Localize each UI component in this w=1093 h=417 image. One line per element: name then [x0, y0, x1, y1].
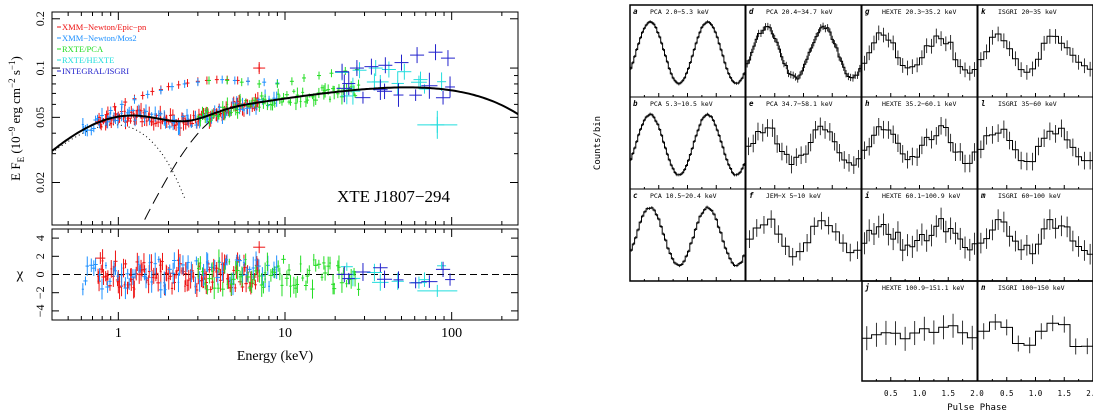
pulse-x-axis-label: Pulse Phase: [947, 403, 1007, 413]
residual-tick-label: 2: [33, 253, 47, 259]
pulse-panel-letter: e: [749, 99, 754, 108]
pulse-x-tick-label: 0.5: [884, 389, 898, 398]
residual-axis-label: χ: [16, 267, 24, 283]
comptonization-component-curve: [144, 86, 519, 220]
y-axis-label-part: s: [8, 70, 23, 78]
x-tick-label: 1: [115, 326, 122, 341]
total-model-curve: [51, 86, 519, 152]
y-axis-label-part: −1: [7, 61, 17, 71]
pulse-profile-histogram: [746, 218, 861, 258]
pulse-profile-histogram: [746, 25, 861, 80]
y-tick-label: 0.2: [33, 11, 47, 26]
pulse-panel-frame: [977, 96, 1093, 190]
y-axis-label-part: erg cm: [8, 88, 23, 127]
x-tick-label: 10: [278, 326, 292, 341]
pulse-profile-histogram: [862, 218, 977, 251]
pulse-panel-energy-label: HEXTE 20.3−35.2 keV: [882, 8, 956, 16]
pulse-x-tick-label: 2.0: [970, 389, 984, 398]
pulse-panel-letter: l: [981, 99, 986, 108]
pulse-x-tick-label: 2.0: [1086, 389, 1093, 398]
y-tick-label: 0.02: [33, 172, 47, 193]
pulse-panel-energy-label: ISGRI 35−60 keV: [998, 100, 1057, 108]
pulse-panel-energy-label: HEXTE 60.1−100.9 keV: [882, 192, 960, 200]
pulse-panel-letter: b: [633, 99, 638, 108]
pulse-x-tick-label: 1.5: [1057, 389, 1071, 398]
pulse-x-tick-label: 1.0: [913, 389, 927, 398]
pulse-profile-histogram: [978, 33, 1093, 73]
y-axis-label-part: E: [16, 156, 26, 162]
residual-tick-label: −2: [33, 286, 47, 299]
pulse-x-tick-label: 1.5: [941, 389, 955, 398]
y-axis-label-part: (10: [8, 136, 23, 157]
pulse-panel-energy-label: JEM−X 5−10 keV: [766, 192, 821, 200]
pulse-profile-histogram: [978, 219, 1093, 255]
pulse-panel-frame: [629, 188, 746, 282]
residual-tick-label: −4: [33, 305, 47, 318]
pulse-panel-energy-label: HEXTE 35.2−60.1 keV: [882, 100, 956, 108]
y-axis-label-part: E F: [8, 162, 23, 180]
pulse-panel-energy-label: ISGRI 20−35 keV: [998, 8, 1057, 16]
pulse-panel-frame: [745, 188, 862, 282]
y-tick-label: 0.1: [33, 61, 47, 76]
pulse-panel-letter: j: [864, 283, 870, 292]
legend-entry: INTEGRAL/ISGRI: [62, 66, 129, 76]
pulse-panel-frame: [977, 4, 1093, 98]
pulse-panel-frame: [861, 96, 978, 190]
pulse-panel-letter: k: [981, 7, 986, 16]
pulse-panel-energy-label: PCA 34.7−58.1 keV: [766, 100, 833, 108]
source-name-annotation: XTE J1807−294: [337, 187, 450, 206]
pulse-profile-histogram: [978, 321, 1093, 347]
pulse-panel-energy-label: PCA 10.5−20.4 keV: [650, 192, 717, 200]
pulse-panel-energy-label: PCA 5.3−10.5 keV: [650, 100, 713, 108]
pulse-panel-frame: [977, 188, 1093, 282]
pulse-panel-frame: [629, 96, 746, 190]
y-axis-label-part: −2: [7, 78, 17, 88]
y-axis-label-part: −9: [7, 126, 17, 136]
spectrum-figure: 1 10 100 Energy (keV) 0.02 0.05 0.1 0.2 E FE (10…: [7, 11, 519, 364]
pulse-x-tick-label: 0.5: [1000, 389, 1014, 398]
x-tick-label: 100: [441, 326, 462, 341]
pulse-panel-frame: [861, 4, 978, 98]
pulse-panel-energy-label: ISGRI 100−150 keV: [998, 284, 1065, 292]
pulse-profile-histogram: [630, 113, 745, 176]
pulse-panel-energy-label: PCA 20.4−34.7 keV: [766, 8, 833, 16]
pulse-panel-letter: n: [981, 283, 986, 292]
pulse-panel-letter: g: [865, 7, 870, 16]
y-axis-label: E FE (10−9 erg cm−2 s−1): [7, 56, 26, 181]
pulse-panel-frame: [629, 4, 746, 98]
residual-tick-label: 0: [33, 272, 47, 278]
pulse-panel-letter: d: [749, 7, 754, 16]
pulse-panel-energy-label: ISGRI 60−100 keV: [998, 192, 1061, 200]
pulse-panel-energy-label: HEXTE 100.9−151.1 keV: [882, 284, 964, 292]
pulse-profile-histogram: [862, 325, 977, 340]
pulse-panel-letter: c: [633, 191, 638, 200]
pulse-profile-histogram: [630, 206, 745, 267]
residual-tick-label: 4: [33, 235, 47, 241]
pulse-profile-figure: a PCA 2.0−5.3 keV b PCA 5.3−10.5 keV c PCA 10…: [593, 4, 1093, 413]
pulse-profile-histogram: [978, 127, 1093, 163]
pulse-panel-letter: i: [865, 191, 870, 200]
legend-entry: RXTE/HEXTE: [62, 55, 114, 65]
pulse-panel-letter: h: [865, 99, 870, 108]
pulse-panel-letter: f: [749, 191, 754, 200]
pulse-panel-letter: a: [633, 7, 638, 16]
x-axis-label: Energy (keV): [237, 349, 314, 364]
pulse-profile-histogram: [746, 125, 861, 166]
y-axis-label-part: ): [8, 56, 23, 60]
pulse-panel-energy-label: PCA 2.0−5.3 keV: [650, 8, 709, 16]
pulse-x-tick-label: 1.0: [1029, 389, 1043, 398]
y-tick-label: 0.05: [33, 107, 47, 128]
legend-entry: RXTE/PCA: [62, 44, 104, 54]
pulse-panel-letter: m: [980, 191, 986, 200]
legend-entry: XMM−Newton/Epic−pn: [62, 22, 147, 32]
pulse-profile-histogram: [630, 21, 745, 85]
pulse-profile-histogram: [862, 32, 977, 74]
pulse-y-axis-label: Counts/bin: [593, 116, 603, 170]
legend-entry: XMM−Newton/Mos2: [62, 33, 137, 43]
pulse-panel-frame: [745, 96, 862, 190]
blackbody-component-curve: [51, 124, 186, 199]
pulse-profile-histogram: [862, 125, 977, 164]
pulse-panel-frame: [745, 4, 862, 98]
